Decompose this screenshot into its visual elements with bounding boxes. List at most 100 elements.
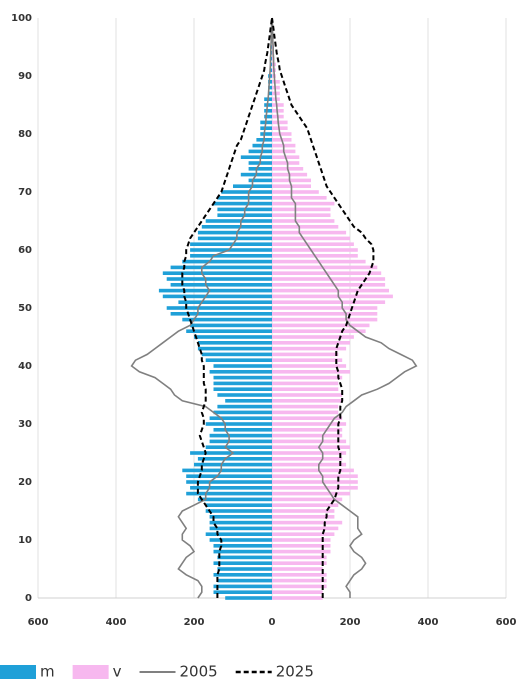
bar xyxy=(217,393,272,397)
line xyxy=(130,17,273,599)
bar xyxy=(209,416,272,420)
bar xyxy=(217,567,272,571)
y-tick-label: 50 xyxy=(18,303,32,314)
bar xyxy=(272,445,350,449)
bar xyxy=(272,532,335,536)
bar xyxy=(272,248,358,252)
bar xyxy=(272,283,386,287)
legend-label: m xyxy=(40,663,55,681)
bar xyxy=(272,277,386,281)
bar xyxy=(272,573,327,577)
bar xyxy=(213,375,272,380)
bar xyxy=(272,346,347,351)
bar xyxy=(213,201,272,206)
y-tick-label: 60 xyxy=(18,245,32,256)
bar xyxy=(248,167,272,171)
bar xyxy=(272,387,339,391)
bar xyxy=(213,590,272,594)
bar xyxy=(272,509,335,513)
x-tick-label: 600 xyxy=(496,617,517,628)
line xyxy=(271,17,375,598)
y-tick-label: 30 xyxy=(18,419,32,430)
bar xyxy=(272,358,343,362)
bar xyxy=(217,196,272,200)
bar xyxy=(213,544,272,548)
bar xyxy=(201,352,272,357)
bar xyxy=(272,329,366,333)
bar xyxy=(260,126,272,130)
bar xyxy=(190,242,272,246)
bar xyxy=(272,381,339,386)
bar xyxy=(272,120,288,125)
y-tick-label: 10 xyxy=(18,535,32,546)
bar xyxy=(272,375,343,380)
bar xyxy=(272,503,339,507)
bar xyxy=(264,109,272,113)
bar xyxy=(190,486,272,490)
bar xyxy=(272,474,358,478)
bar xyxy=(272,294,393,299)
bar xyxy=(272,422,347,426)
legend-label: v xyxy=(113,663,122,681)
x-tick-label: 600 xyxy=(28,617,49,628)
bar xyxy=(197,341,272,345)
bar xyxy=(213,387,272,391)
bar xyxy=(209,526,272,531)
bar xyxy=(162,271,272,275)
bar xyxy=(221,190,272,194)
bar xyxy=(197,497,272,502)
bar xyxy=(197,230,272,235)
bar xyxy=(272,515,335,519)
bar xyxy=(158,288,272,293)
bar xyxy=(170,265,272,270)
bar xyxy=(213,428,272,432)
y-tick-label: 90 xyxy=(18,71,32,82)
bar xyxy=(194,462,272,467)
bar xyxy=(272,312,378,316)
bar xyxy=(272,265,378,270)
bar xyxy=(272,404,339,409)
legend-swatch xyxy=(72,665,109,679)
bar xyxy=(205,509,272,513)
bar xyxy=(240,155,272,159)
bar xyxy=(209,515,272,519)
bar xyxy=(272,300,386,304)
bar xyxy=(217,578,272,583)
bar xyxy=(186,329,272,333)
bar xyxy=(170,283,272,287)
bar xyxy=(272,364,347,368)
bar xyxy=(217,555,272,560)
x-tick-label: 0 xyxy=(269,617,276,628)
bar xyxy=(186,474,272,478)
line xyxy=(181,17,273,598)
bar xyxy=(213,561,272,565)
bar xyxy=(272,236,350,241)
bar xyxy=(272,468,354,473)
bar xyxy=(205,358,272,362)
bar xyxy=(272,497,343,502)
bar xyxy=(272,520,343,525)
bar xyxy=(182,259,272,264)
bar xyxy=(272,352,339,357)
legend-label: 2025 xyxy=(276,663,314,681)
bar xyxy=(268,85,272,90)
y-tick-label: 70 xyxy=(18,187,32,198)
bar xyxy=(272,596,323,600)
bar xyxy=(190,323,272,328)
legend-swatch xyxy=(0,665,36,679)
bar xyxy=(213,364,272,368)
y-tick-label: 80 xyxy=(18,129,32,140)
bar xyxy=(272,555,327,560)
bar xyxy=(272,196,327,200)
y-tick-label: 20 xyxy=(18,477,32,488)
y-tick-label: 100 xyxy=(11,13,32,24)
bar xyxy=(272,561,327,565)
line xyxy=(271,17,418,598)
bar xyxy=(272,399,343,403)
bar xyxy=(272,486,358,490)
bar xyxy=(186,480,272,484)
bar xyxy=(190,248,272,252)
bar xyxy=(182,468,272,473)
bar xyxy=(213,584,272,589)
bar xyxy=(272,161,300,165)
